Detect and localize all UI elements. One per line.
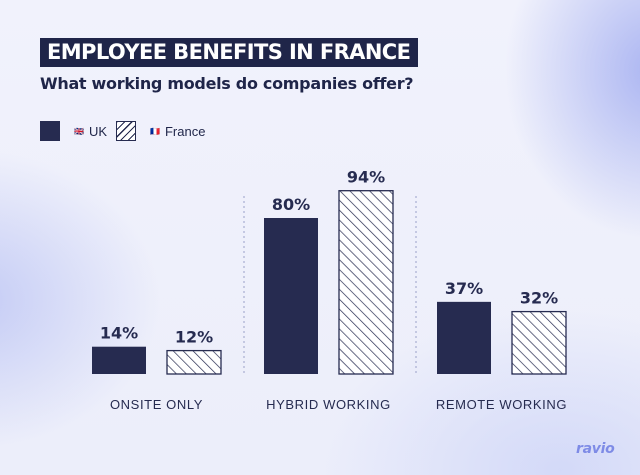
data-label: 94%	[347, 168, 385, 187]
bar-uk-remote-working	[437, 301, 491, 374]
chart-title: EMPLOYEE BENEFITS IN FRANCE	[40, 38, 419, 67]
chart-subtitle: What working models do companies offer?	[40, 74, 414, 93]
category-label: HYBRID WORKING	[266, 397, 391, 412]
data-label: 32%	[520, 289, 558, 308]
ravio-logo: ravio	[576, 441, 615, 457]
bar-uk-onsite-only	[92, 346, 146, 374]
bar-france-remote-working	[511, 310, 567, 375]
data-label: 80%	[272, 195, 310, 214]
france-flag-icon: 🇫🇷	[150, 126, 160, 136]
uk-flag-icon: 🇬🇧	[74, 126, 84, 136]
data-label: 37%	[445, 279, 483, 298]
legend-swatch-uk	[40, 121, 60, 141]
bar-uk-hybrid-working	[264, 218, 318, 374]
category-label: ONSITE ONLY	[110, 397, 203, 412]
bar-france-hybrid-working	[338, 190, 394, 375]
legend-item-uk: 🇬🇧 UK	[40, 120, 107, 142]
legend-label-uk: UK	[88, 123, 108, 139]
category-label: REMOTE WORKING	[436, 397, 567, 412]
bar-france-onsite-only	[166, 349, 222, 375]
legend-item-france: 🇫🇷 France	[116, 120, 205, 142]
legend-swatch-france	[116, 121, 136, 141]
data-label: 12%	[175, 328, 213, 347]
legend-label-france: France	[164, 123, 206, 139]
data-label: 14%	[100, 324, 138, 343]
